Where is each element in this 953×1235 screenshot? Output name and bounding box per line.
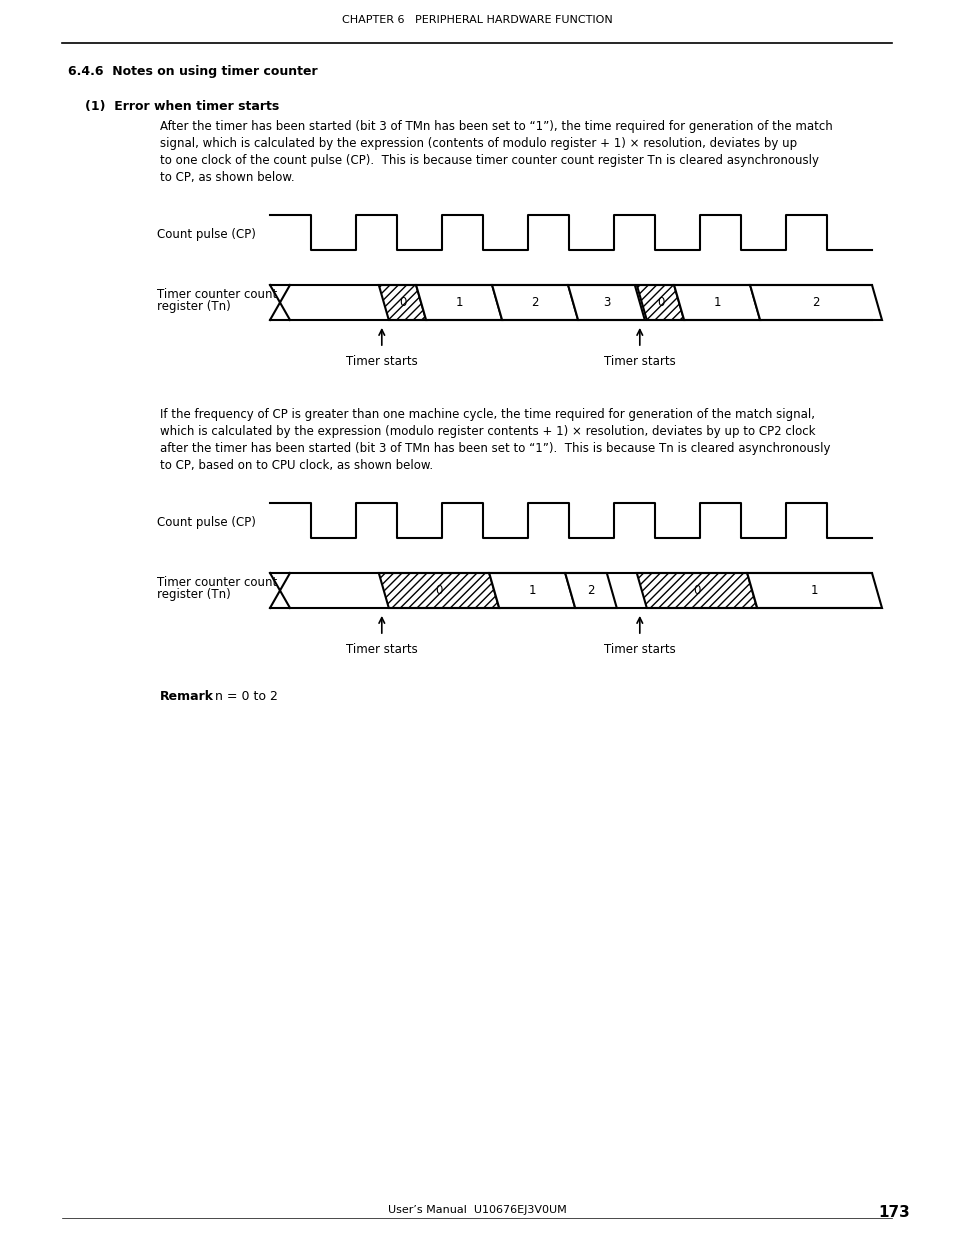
Text: 3: 3 (602, 296, 610, 309)
Text: 2: 2 (811, 296, 819, 309)
Polygon shape (274, 285, 374, 320)
Text: 1: 1 (528, 584, 536, 597)
Text: 2: 2 (531, 296, 538, 309)
Text: After the timer has been started (bit 3 of TMn has been set to “1”), the time re: After the timer has been started (bit 3 … (160, 120, 832, 133)
Text: Timer counter count: Timer counter count (157, 288, 277, 301)
Polygon shape (274, 573, 374, 608)
Polygon shape (492, 285, 578, 320)
Text: 1: 1 (810, 584, 818, 597)
Text: 1: 1 (455, 296, 462, 309)
Polygon shape (564, 573, 617, 608)
Text: 1: 1 (713, 296, 720, 309)
Polygon shape (378, 573, 498, 608)
Polygon shape (567, 285, 644, 320)
Text: User’s Manual  U10676EJ3V0UM: User’s Manual U10676EJ3V0UM (387, 1205, 566, 1215)
Polygon shape (637, 573, 757, 608)
Text: to one clock of the count pulse (CP).  This is because timer counter count regis: to one clock of the count pulse (CP). Th… (160, 154, 818, 167)
Text: Count pulse (CP): Count pulse (CP) (157, 228, 255, 241)
Polygon shape (746, 573, 882, 608)
Text: (1)  Error when timer starts: (1) Error when timer starts (85, 100, 279, 112)
Polygon shape (637, 285, 683, 320)
Text: Timer counter count: Timer counter count (157, 576, 277, 589)
Text: 173: 173 (877, 1205, 909, 1220)
Text: Remark: Remark (160, 690, 213, 703)
Text: 2: 2 (587, 584, 594, 597)
Text: which is calculated by the expression (modulo register contents + 1) × resolutio: which is calculated by the expression (m… (160, 425, 815, 438)
Polygon shape (749, 285, 882, 320)
Text: after the timer has been started (bit 3 of TMn has been set to “1”).  This is be: after the timer has been started (bit 3 … (160, 442, 830, 454)
Polygon shape (416, 285, 501, 320)
Text: Timer starts: Timer starts (346, 643, 417, 656)
Text: to CP, as shown below.: to CP, as shown below. (160, 170, 294, 184)
Text: 0: 0 (398, 296, 406, 309)
Text: Timer starts: Timer starts (346, 354, 417, 368)
Text: 0: 0 (656, 296, 663, 309)
Text: 6.4.6  Notes on using timer counter: 6.4.6 Notes on using timer counter (68, 65, 317, 78)
Text: register (Tn): register (Tn) (157, 300, 231, 312)
Text: Timer starts: Timer starts (603, 643, 675, 656)
Text: Timer starts: Timer starts (603, 354, 675, 368)
Polygon shape (489, 573, 575, 608)
Text: 0: 0 (693, 584, 700, 597)
Text: signal, which is calculated by the expression (contents of modulo register + 1) : signal, which is calculated by the expre… (160, 137, 797, 149)
Polygon shape (674, 285, 760, 320)
Text: Count pulse (CP): Count pulse (CP) (157, 516, 255, 529)
Text: n = 0 to 2: n = 0 to 2 (207, 690, 277, 703)
Text: CHAPTER 6   PERIPHERAL HARDWARE FUNCTION: CHAPTER 6 PERIPHERAL HARDWARE FUNCTION (341, 15, 612, 25)
Text: If the frequency of CP is greater than one machine cycle, the time required for : If the frequency of CP is greater than o… (160, 408, 814, 421)
Text: register (Tn): register (Tn) (157, 588, 231, 601)
Text: to CP, based on to CPU clock, as shown below.: to CP, based on to CPU clock, as shown b… (160, 459, 433, 472)
Text: 0: 0 (435, 584, 442, 597)
Polygon shape (378, 285, 426, 320)
